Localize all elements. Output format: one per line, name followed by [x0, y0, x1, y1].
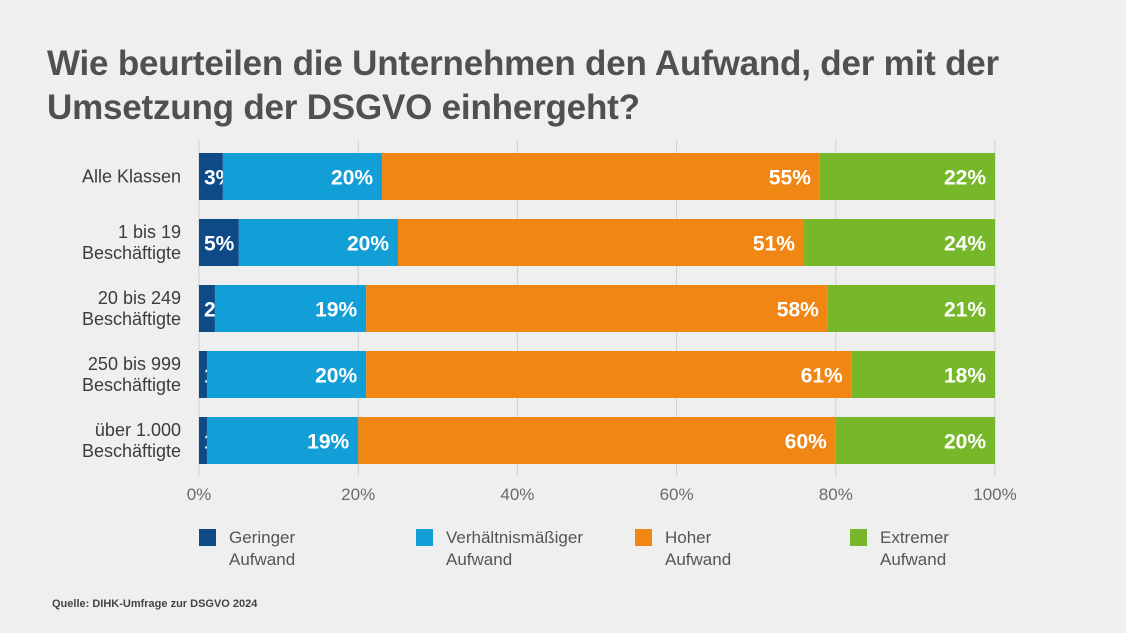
data-label: 20%	[331, 167, 373, 190]
data-label: 60%	[785, 431, 827, 454]
legend-label: Extremer Aufwand	[880, 528, 949, 569]
data-label: 24%	[944, 233, 986, 256]
legend-item: Geringer Aufwand	[199, 527, 295, 571]
data-label: 20%	[347, 233, 389, 256]
bar-segment	[214, 285, 367, 332]
data-label: 58%	[777, 299, 819, 322]
bar-segment	[206, 417, 359, 464]
legend-label: Geringer Aufwand	[229, 528, 296, 569]
legend-swatch	[850, 529, 867, 546]
category-labels: Alle Klassen 1 bis 19 Beschäftigte 20 bis 2…	[82, 167, 181, 462]
category-label: über 1.000 Beschäftigte	[82, 420, 181, 461]
category-label: 1 bis 19 Beschäftigte	[82, 222, 181, 263]
bar-segment	[358, 417, 836, 464]
bar-segment	[819, 153, 995, 200]
x-tick-label: 60%	[660, 485, 694, 504]
category-label: 20 bis 249 Beschäftigte	[82, 288, 181, 329]
bar-segment	[803, 219, 995, 266]
data-label: 22%	[944, 167, 986, 190]
x-tick-label: 20%	[341, 485, 375, 504]
source-note: Quelle: DIHK-Umfrage zur DSGVO 2024	[52, 598, 258, 610]
x-tick-label: 80%	[819, 485, 853, 504]
data-label: 21%	[944, 299, 986, 322]
data-label: 19%	[307, 431, 349, 454]
data-label: 51%	[753, 233, 795, 256]
bar-segment	[238, 219, 398, 266]
legend: Geringer Aufwand Verhältnismäßiger Aufwand H…	[199, 527, 1019, 571]
bar-segment	[835, 417, 995, 464]
bar-segment	[851, 351, 995, 398]
bar-segment	[366, 285, 828, 332]
bar-segment	[222, 153, 383, 200]
bar-segment	[366, 351, 852, 398]
data-label: 20%	[944, 431, 986, 454]
data-label: 61%	[801, 365, 843, 388]
data-label: 5%	[204, 233, 235, 256]
legend-swatch	[199, 529, 216, 546]
x-axis-tick-labels: 0% 20% 40% 60% 80% 100%	[187, 485, 1017, 504]
legend-item: Verhältnismäßiger Aufwand	[416, 527, 583, 571]
legend-item: Hoher Aufwand	[635, 527, 731, 571]
bar-segment	[827, 285, 995, 332]
category-label: 250 bis 999 Beschäftigte	[82, 354, 181, 395]
x-tick-label: 0%	[187, 485, 212, 504]
bar-segment	[199, 351, 207, 398]
bar-segment	[382, 153, 820, 200]
legend-swatch	[635, 529, 652, 546]
x-tick-label: 40%	[500, 485, 534, 504]
bar-segment	[199, 417, 207, 464]
bar-segment	[199, 285, 215, 332]
bars: 3%20%55%22%5%20%51%24%2%19%58%21%1%20%61…	[199, 153, 995, 464]
legend-swatch	[416, 529, 433, 546]
data-label: 18%	[944, 365, 986, 388]
legend-item: Extremer Aufwand	[850, 527, 949, 571]
legend-label: Hoher Aufwand	[665, 528, 732, 569]
bar-segment	[206, 351, 367, 398]
bar-segment	[398, 219, 804, 266]
bar-segment	[199, 219, 239, 266]
category-label: Alle Klassen	[82, 167, 181, 187]
data-label: 20%	[315, 365, 357, 388]
chart-title: Wie beurteilen die Unternehmen den Aufwa…	[47, 44, 999, 127]
legend-label: Verhältnismäßiger Aufwand	[446, 528, 584, 569]
bar-segment	[199, 153, 223, 200]
data-label: 19%	[315, 299, 357, 322]
data-label: 55%	[769, 167, 811, 190]
stacked-bar-chart: 3%20%55%22%5%20%51%24%2%19%58%21%1%20%61…	[82, 140, 1017, 504]
x-tick-label: 100%	[973, 485, 1016, 504]
